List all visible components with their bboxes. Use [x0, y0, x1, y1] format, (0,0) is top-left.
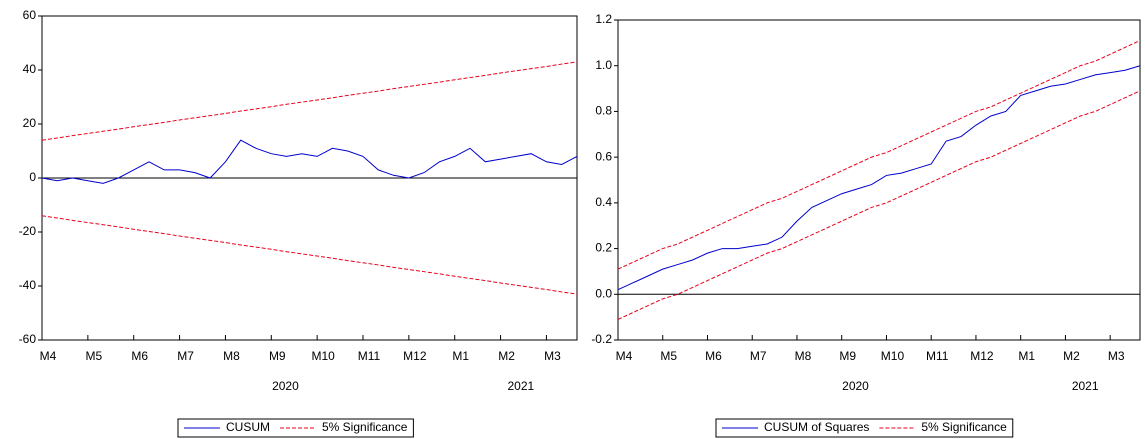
- x-tick-label: M1: [452, 349, 469, 363]
- series-line: [617, 90, 1141, 320]
- y-tick-label: -40: [19, 278, 37, 292]
- y-tick-label: -20: [19, 224, 37, 238]
- series-line: [41, 215, 578, 295]
- x-tick-label: M8: [795, 349, 812, 363]
- series-line: [617, 65, 1141, 291]
- x-tick-label: M2: [498, 349, 515, 363]
- year-label: 2020: [842, 379, 869, 393]
- x-tick-label: M10: [881, 349, 905, 363]
- x-tick-label: M7: [177, 349, 194, 363]
- x-tick-label: M9: [839, 349, 856, 363]
- x-tick-label: M3: [544, 349, 561, 363]
- y-tick-label: 0: [29, 170, 36, 184]
- y-tick-label: 0.6: [595, 149, 612, 163]
- year-label: 2021: [507, 379, 534, 393]
- x-tick-label: M6: [131, 349, 148, 363]
- series-line: [41, 61, 578, 141]
- x-tick-label: M12: [403, 349, 427, 363]
- x-tick-label: M11: [358, 349, 381, 363]
- y-tick-label: 20: [23, 116, 37, 130]
- legend-box: [715, 418, 1014, 438]
- plot-frame: [617, 19, 1141, 341]
- x-tick-label: M1: [1018, 349, 1035, 363]
- x-tick-label: M9: [269, 349, 286, 363]
- y-tick-label: 60: [23, 8, 37, 22]
- x-tick-label: M2: [1063, 349, 1080, 363]
- x-tick-label: M7: [750, 349, 767, 363]
- y-tick-label: 1.0: [595, 58, 612, 72]
- legend-label: 5% Significance: [322, 420, 408, 434]
- x-tick-label: M11: [926, 349, 949, 363]
- legend-label: CUSUM of Squares: [764, 420, 869, 434]
- x-tick-label: M4: [616, 349, 633, 363]
- series-line: [617, 40, 1141, 270]
- x-tick-label: M8: [223, 349, 240, 363]
- y-tick-label: -0.2: [591, 332, 612, 346]
- x-tick-label: M5: [86, 349, 103, 363]
- year-label: 2021: [1072, 379, 1099, 393]
- year-label: 2020: [272, 379, 299, 393]
- legend-label: 5% Significance: [921, 420, 1007, 434]
- x-tick-label: M6: [705, 349, 722, 363]
- x-tick-label: M4: [40, 349, 57, 363]
- y-tick-label: 0.8: [595, 104, 612, 118]
- x-tick-label: M3: [1108, 349, 1125, 363]
- y-tick-label: 0.4: [595, 195, 612, 209]
- y-tick-label: 1.2: [595, 12, 612, 26]
- series-line: [41, 139, 578, 184]
- y-tick-label: 0.0: [595, 286, 612, 300]
- y-tick-label: 40: [23, 62, 37, 76]
- y-tick-label: -60: [19, 332, 37, 346]
- x-tick-label: M5: [660, 349, 677, 363]
- y-tick-label: 0.2: [595, 241, 612, 255]
- legend-label: CUSUM: [226, 420, 270, 434]
- x-tick-label: M12: [970, 349, 994, 363]
- x-tick-label: M10: [311, 349, 335, 363]
